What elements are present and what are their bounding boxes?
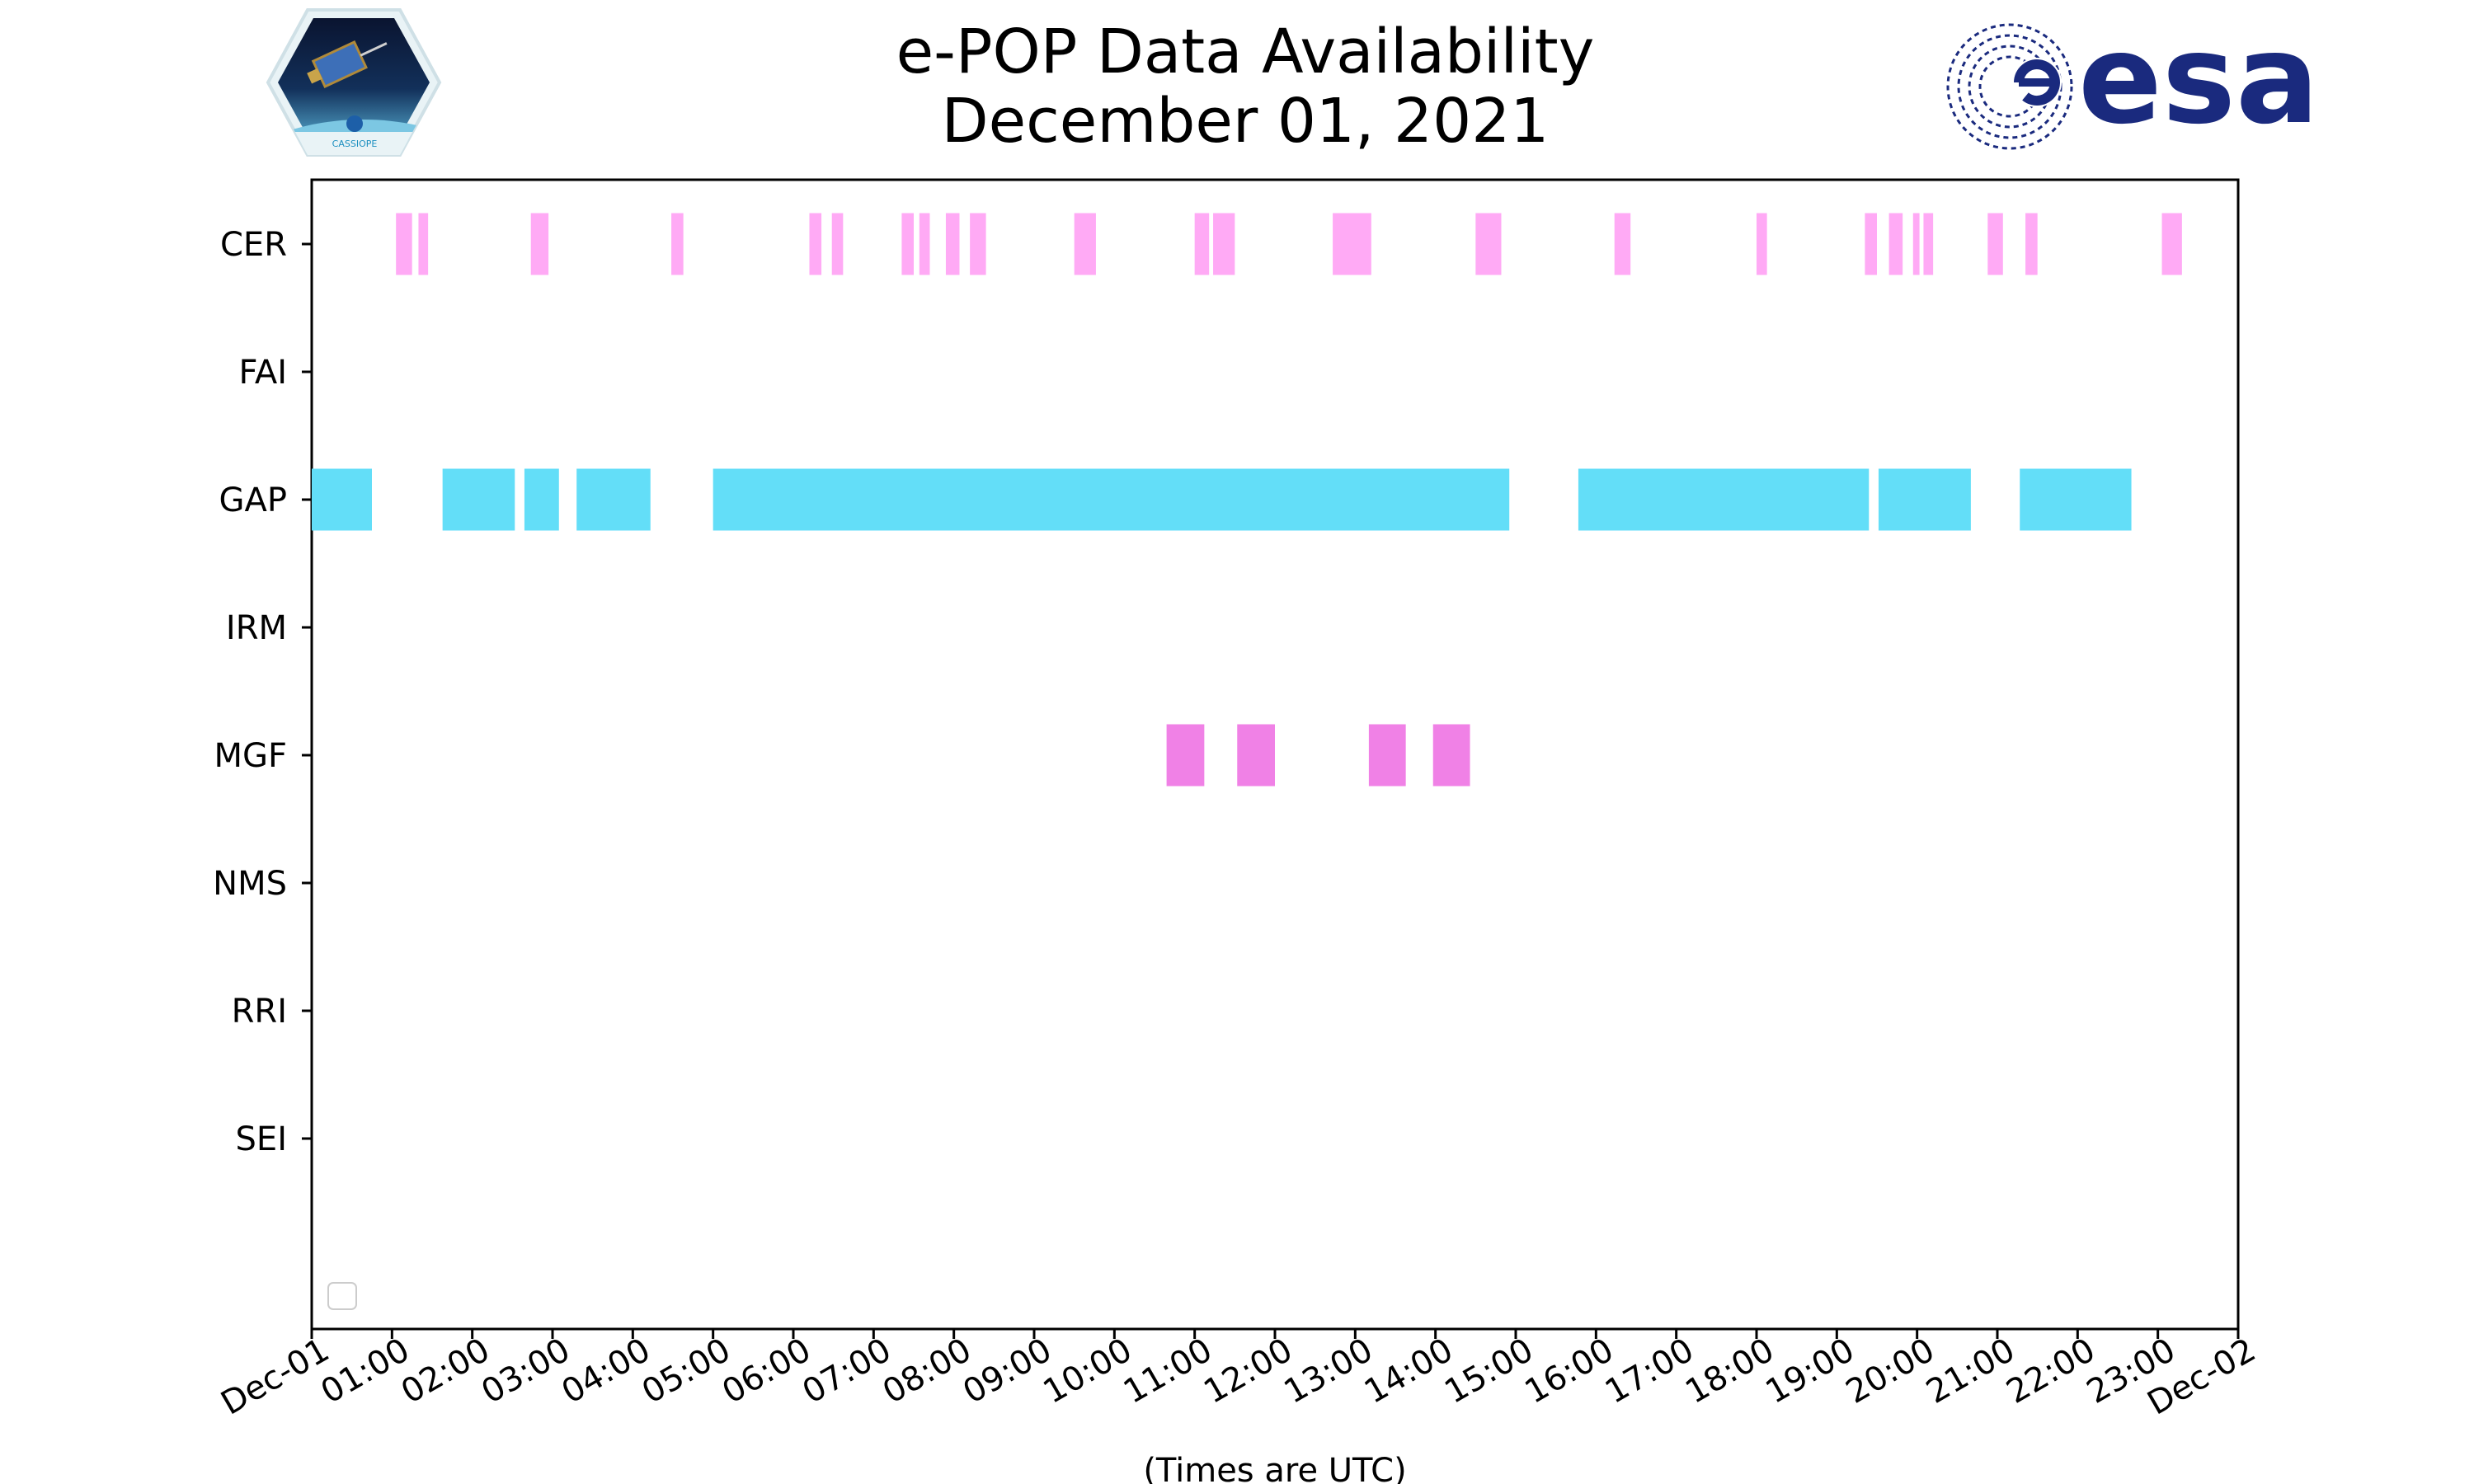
x-tick-label-12: 12:00 [1197,1331,1299,1411]
x-tick-label-19: 19:00 [1760,1331,1861,1411]
x-tick-label-15: 15:00 [1438,1331,1540,1411]
bars-layer [312,213,2182,787]
x-tick-label-5: 05:00 [636,1331,737,1411]
bar-cer-23 [2161,213,2182,275]
bar-cer-4 [809,213,822,275]
bar-gap-2 [524,468,559,531]
bar-cer-17 [1865,213,1877,275]
bar-cer-7 [919,213,930,275]
x-tick-label-20: 20:00 [1840,1331,1941,1411]
x-tick-label-4: 04:00 [556,1331,657,1411]
y-tick-label-cer: CER [220,226,287,264]
chart-title: e-POP Data Availability [896,16,1595,87]
bar-cer-3 [671,213,684,275]
bar-gap-1 [442,468,515,531]
bar-gap-3 [576,468,651,531]
x-tick-label-8: 08:00 [877,1331,978,1411]
bar-mgf-3 [1432,724,1470,787]
x-tick-label-3: 03:00 [475,1331,576,1411]
y-tick-label-fai: FAI [239,354,288,392]
x-tick-label-11: 11:00 [1117,1331,1219,1411]
esa-logo-text: esa [2078,8,2319,152]
y-tick-label-rri: RRI [232,993,287,1031]
y-tick-label-mgf: MGF [214,737,287,775]
bar-cer-14 [1475,213,1502,275]
y-tick-label-sei: SEI [236,1120,287,1158]
x-tick-label-9: 09:00 [957,1331,1058,1411]
x-axis-label: (Times are UTC) [1143,1452,1406,1484]
bar-cer-8 [945,213,960,275]
x-tick-label-10: 10:00 [1037,1331,1139,1411]
x-axis: Dec-0101:0002:0003:0004:0005:0006:0007:0… [214,1329,2262,1423]
bar-cer-18 [1888,213,1903,275]
bar-cer-15 [1614,213,1631,275]
bar-cer-13 [1333,213,1371,275]
bar-cer-2 [530,213,549,275]
bar-gap-6 [1878,468,1971,531]
y-axis: CER FAI GAP IRM MGF NMS RRI SEI [213,226,312,1158]
x-tick-label-2: 02:00 [395,1331,496,1411]
x-tick-label-13: 13:00 [1278,1331,1380,1411]
bar-cer-10 [1074,213,1096,275]
esa-logo: esa [1946,8,2319,152]
bar-cer-12 [1213,213,1235,275]
cassiope-logo-text: CASSIOPE [332,139,378,149]
x-tick-label-1: 01:00 [315,1331,416,1411]
bar-cer-6 [901,213,914,275]
bar-cer-9 [970,213,986,275]
bar-mgf-0 [1166,724,1205,787]
bar-cer-5 [831,213,844,275]
bar-mgf-2 [1368,724,1406,787]
bar-gap-5 [1578,468,1870,531]
y-tick-label-gap: GAP [219,481,287,519]
bar-gap-4 [713,468,1510,531]
y-tick-label-nms: NMS [213,865,287,903]
bar-cer-11 [1194,213,1210,275]
x-tick-label-21: 21:00 [1920,1331,2021,1411]
x-tick-label-22: 22:00 [2001,1331,2102,1411]
bar-cer-16 [1757,213,1767,275]
x-tick-label-18: 18:00 [1679,1331,1780,1411]
bar-cer-1 [418,213,429,275]
cassiope-logo: CASSIOPE [266,8,442,157]
bar-cer-0 [396,213,412,275]
bar-cer-21 [1987,213,2003,275]
y-tick-label-irm: IRM [226,609,287,647]
x-tick-label-7: 07:00 [797,1331,898,1411]
bar-cer-22 [2025,213,2038,275]
x-tick-label-16: 16:00 [1519,1331,1620,1411]
x-tick-label-14: 14:00 [1358,1331,1460,1411]
x-tick-label-6: 06:00 [716,1331,817,1411]
bar-gap-7 [2020,468,2132,531]
bar-gap-0 [312,468,372,531]
bar-cer-20 [1923,213,1934,275]
bar-cer-19 [1912,213,1920,275]
legend-box [327,1282,357,1310]
chart-subtitle: December 01, 2021 [942,86,1550,157]
bar-mgf-1 [1237,724,1275,787]
x-tick-label-17: 17:00 [1599,1331,1700,1411]
